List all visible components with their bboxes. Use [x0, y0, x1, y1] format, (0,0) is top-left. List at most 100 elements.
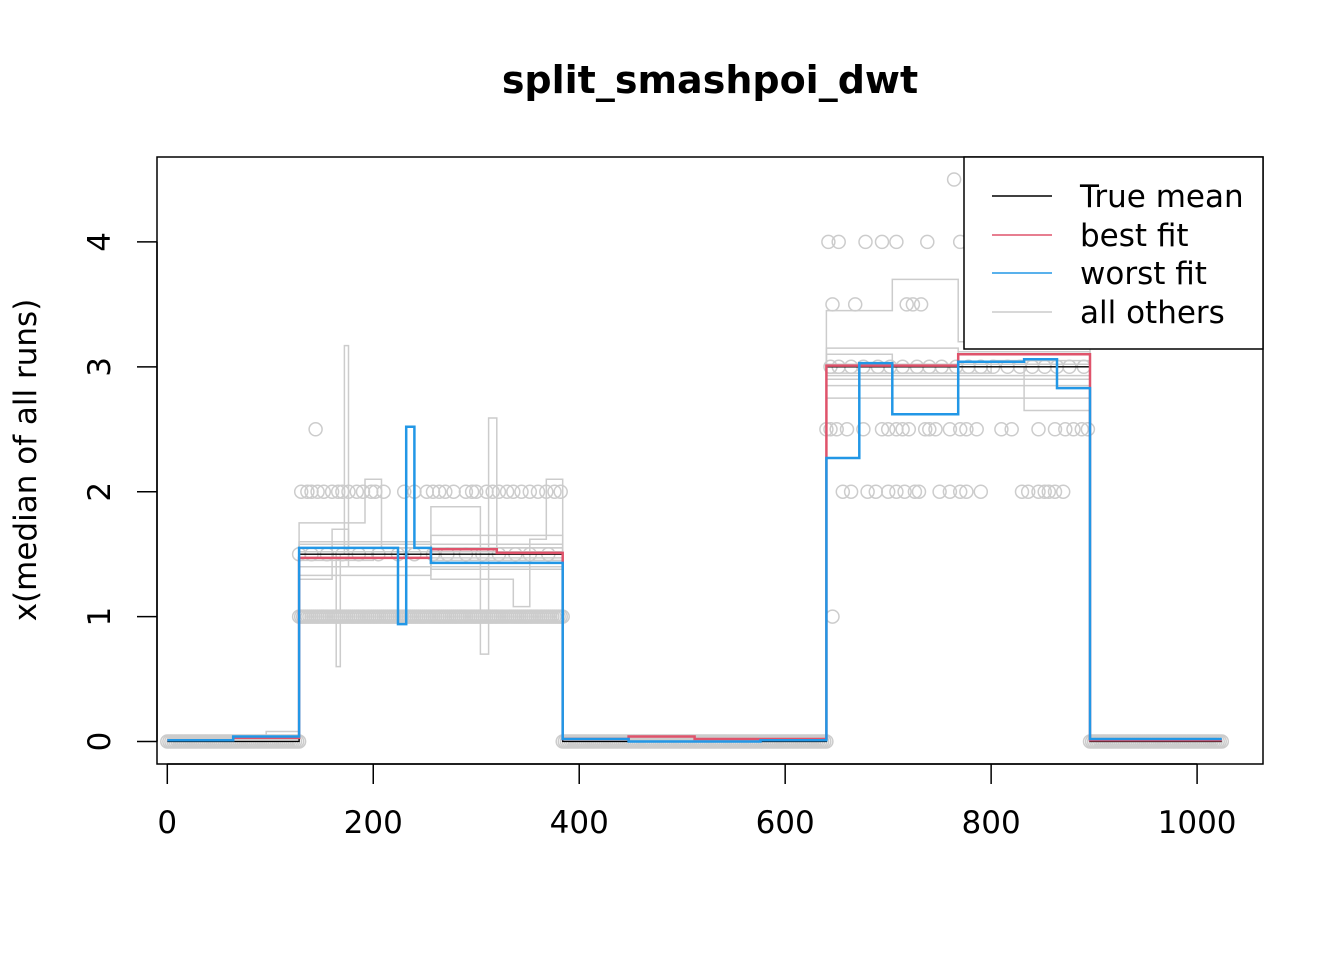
data-point [341, 484, 356, 499]
data-point [907, 484, 923, 499]
data-point [431, 484, 447, 499]
data-point [959, 484, 974, 499]
data-point [458, 484, 474, 499]
x-axis: 0 200 400 600 800 1000 [157, 763, 1237, 841]
data-point [889, 234, 904, 250]
legend-label-best-fit: best fit [1080, 218, 1189, 254]
data-point [1041, 484, 1057, 499]
y-tick-label: 2 [82, 482, 118, 502]
data-point [897, 484, 912, 499]
data-point [829, 422, 844, 437]
data-point [905, 297, 921, 312]
data-point [553, 484, 568, 499]
data-point [438, 484, 453, 499]
data-point [1055, 484, 1071, 499]
data-point [994, 422, 1009, 437]
y-tick-label: 3 [82, 357, 118, 377]
data-point [843, 484, 859, 499]
data-point [396, 484, 412, 499]
data-point [1020, 484, 1036, 499]
data-point [973, 484, 989, 499]
data-point [446, 484, 461, 499]
data-point [932, 484, 947, 499]
legend-box [963, 156, 1264, 350]
data-point [825, 609, 840, 624]
data-point [942, 484, 958, 499]
legend-label-true-mean: True mean [1079, 179, 1244, 215]
fit-lines-layer [167, 353, 1222, 743]
data-point [922, 422, 937, 437]
data-point [839, 422, 855, 437]
data-point [349, 484, 365, 499]
data-point [874, 422, 890, 437]
data-point [1014, 484, 1030, 499]
x-tick-label: 200 [344, 805, 403, 841]
data-point [969, 422, 984, 437]
data-point [324, 484, 340, 499]
data-point [1004, 422, 1019, 437]
data-point [464, 484, 480, 499]
data-point [335, 484, 350, 499]
data-point [1080, 422, 1096, 437]
data-point [1037, 484, 1052, 499]
data-point [858, 234, 873, 250]
y-axis: 0 1 2 3 4 [82, 232, 158, 752]
x-tick-label: 800 [962, 805, 1021, 841]
data-point [835, 484, 851, 499]
data-point [1047, 484, 1063, 499]
other-run-line-5 [167, 344, 1222, 742]
x-tick-label: 400 [550, 805, 609, 841]
data-point [1047, 422, 1063, 437]
y-axis-label: x(median of all runs) [8, 299, 44, 622]
data-point [889, 484, 904, 499]
data-point [860, 484, 875, 499]
data-point [1074, 422, 1090, 437]
x-tick-label: 0 [157, 805, 177, 841]
data-point [300, 484, 315, 499]
data-point [506, 484, 521, 499]
data-point [485, 484, 500, 499]
data-point [874, 234, 890, 250]
data-point [928, 422, 943, 437]
data-point [530, 484, 546, 499]
data-point [823, 422, 838, 437]
data-point [514, 484, 529, 499]
data-point [499, 484, 515, 499]
data-point [913, 297, 929, 312]
data-point [856, 422, 871, 437]
data-point [911, 484, 927, 499]
data-point [959, 422, 974, 437]
other-run-line-7 [167, 397, 1222, 742]
other-run-line-2 [167, 359, 1222, 742]
y-tick-label: 0 [82, 732, 118, 752]
data-point [880, 422, 896, 437]
data-point [952, 422, 968, 437]
data-point [539, 484, 554, 499]
x-tick-label: 600 [756, 805, 815, 841]
data-point [895, 422, 910, 437]
data-point [308, 422, 323, 437]
data-point [868, 484, 884, 499]
legend: True mean best fit worst fit all others [963, 156, 1264, 350]
data-point [330, 484, 346, 499]
worst-fit-line [167, 358, 1222, 743]
data-point [293, 484, 309, 499]
data-point [952, 484, 968, 499]
data-point [522, 484, 538, 499]
data-point [901, 422, 917, 437]
data-point [468, 484, 484, 499]
y-tick-label: 4 [82, 232, 118, 252]
data-point [1058, 422, 1073, 437]
data-point [310, 484, 325, 499]
data-point [376, 484, 391, 499]
data-point [368, 484, 383, 499]
data-point [491, 484, 507, 499]
data-point [547, 484, 562, 499]
data-point [1031, 422, 1046, 437]
y-tick-label: 1 [82, 607, 118, 627]
data-point [946, 172, 962, 187]
data-point [899, 297, 914, 312]
legend-label-worst-fit: worst fit [1080, 256, 1207, 292]
data-point [831, 234, 846, 250]
